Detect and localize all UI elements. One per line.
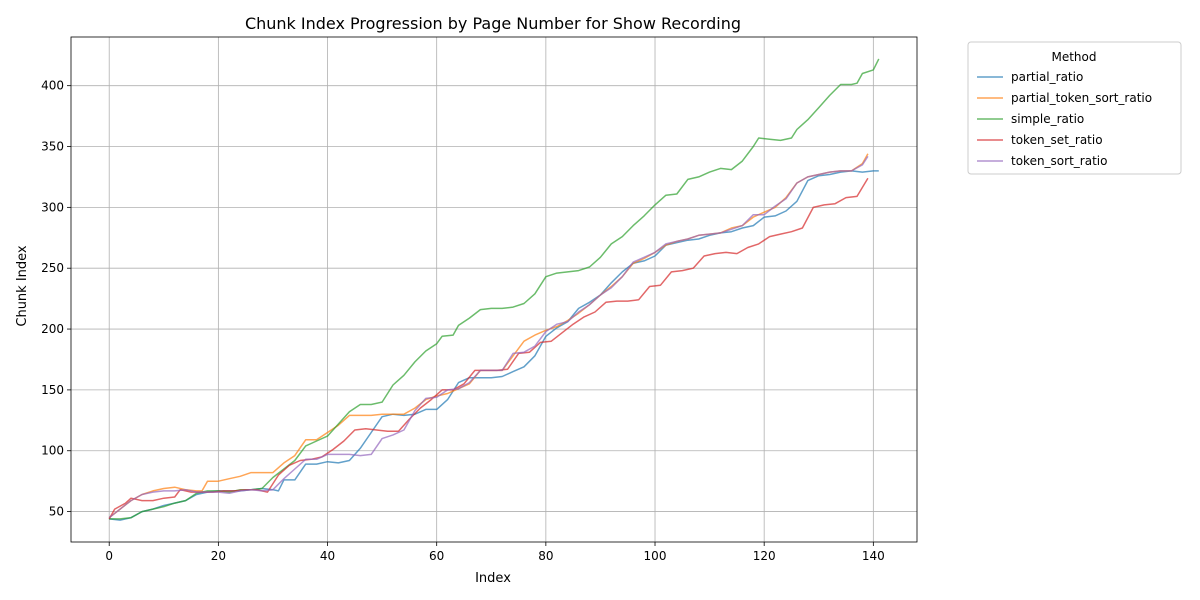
legend-label-token-set-ratio: token_set_ratio (1011, 133, 1103, 147)
grid-lines (71, 37, 917, 542)
series-line-simple-ratio (109, 58, 880, 520)
y-tick-label: 400 (41, 79, 64, 93)
x-tick-label: 20 (211, 549, 226, 563)
legend-label-simple-ratio: simple_ratio (1011, 112, 1084, 126)
x-tick-label: 0 (105, 549, 113, 563)
legend-label-token-sort-ratio: token_sort_ratio (1011, 154, 1107, 168)
series-layer (108, 58, 880, 521)
x-tick-label: 60 (429, 549, 444, 563)
y-tick-label: 50 (49, 505, 64, 519)
legend-items: partial_ratio partial_token_sort_ratiosim… (977, 70, 1152, 168)
y-tick-label: 350 (41, 140, 64, 154)
legend-label-partial-token-sort-ratio: partial_token_sort_ratio (1011, 91, 1152, 105)
x-tick-label: 120 (753, 549, 776, 563)
plot-frame (70, 36, 918, 543)
y-tick-label: 250 (41, 261, 64, 275)
series-line-partial-ratio (109, 170, 879, 521)
legend: Method partial_ratio partial_token_sort_r… (967, 41, 1182, 175)
series-line-token-sort-ratio (108, 155, 869, 519)
y-axis-ticks: 50 100 150 200 250 300 350 400 (41, 79, 71, 519)
x-tick-label: 40 (320, 549, 335, 563)
series-line-token-set-ratio (108, 177, 869, 520)
y-tick-label: 300 (41, 200, 64, 214)
x-tick-label: 80 (538, 549, 553, 563)
x-tick-label: 140 (862, 549, 885, 563)
y-tick-label: 150 (41, 383, 64, 397)
chart-title: Chunk Index Progression by Page Number f… (245, 14, 741, 33)
legend-label-partial-ratio: partial_ratio (1011, 70, 1083, 84)
legend-box (967, 41, 1182, 175)
legend-title: Method (1051, 50, 1096, 64)
y-axis-label: Chunk Index (15, 245, 30, 327)
x-tick-label: 100 (644, 549, 667, 563)
series-line-partial-token-sort-ratio (108, 153, 869, 519)
x-axis-label: Index (475, 571, 511, 586)
y-tick-label: 200 (41, 322, 64, 336)
y-tick-label: 100 (41, 444, 64, 458)
x-axis-ticks: 0 20 40 60 80 100 120 140 (105, 542, 885, 563)
